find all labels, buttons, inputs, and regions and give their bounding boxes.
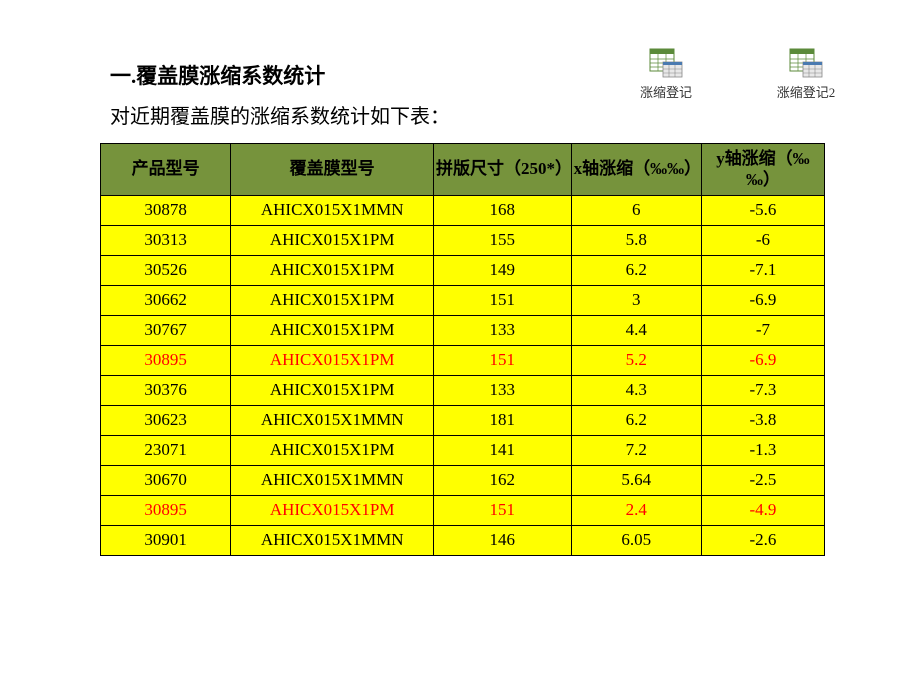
table-cell: -7.3: [701, 376, 824, 406]
table-cell: AHICX015X1PM: [231, 286, 434, 316]
table-cell: 6.2: [571, 256, 701, 286]
col-header-y: y轴涨缩（‰‰）: [701, 144, 824, 196]
table-cell: 5.64: [571, 466, 701, 496]
table-cell: 30526: [101, 256, 231, 286]
table-cell: 7.2: [571, 436, 701, 466]
table-cell: 3: [571, 286, 701, 316]
table-cell: AHICX015X1MMN: [231, 526, 434, 556]
table-cell: 6.05: [571, 526, 701, 556]
table-row: 30623AHICX015X1MMN1816.2-3.8: [101, 406, 825, 436]
table-cell: AHICX015X1PM: [231, 226, 434, 256]
table-cell: 181: [434, 406, 572, 436]
file-label: 涨缩登记: [640, 82, 692, 101]
excel-icon: [649, 48, 683, 78]
table-cell: 5.2: [571, 346, 701, 376]
table-cell: -6: [701, 226, 824, 256]
table-cell: 151: [434, 496, 572, 526]
table-row: 30670AHICX015X1MMN1625.64-2.5: [101, 466, 825, 496]
table-cell: AHICX015X1PM: [231, 256, 434, 286]
file-label: 涨缩登记2: [777, 82, 836, 101]
table-cell: -3.8: [701, 406, 824, 436]
table-cell: 149: [434, 256, 572, 286]
table-header-row: 产品型号 覆盖膜型号 拼版尺寸（250*） x轴涨缩（‰‰） y轴涨缩（‰‰）: [101, 144, 825, 196]
table-row: 30313AHICX015X1PM1555.8-6: [101, 226, 825, 256]
table-cell: AHICX015X1PM: [231, 436, 434, 466]
table-cell: 155: [434, 226, 572, 256]
table-cell: 151: [434, 346, 572, 376]
table-cell: 30313: [101, 226, 231, 256]
table-row: 30662AHICX015X1PM1513-6.9: [101, 286, 825, 316]
col-header-x: x轴涨缩（‰‰）: [571, 144, 701, 196]
table-row: 23071AHICX015X1PM1417.2-1.3: [101, 436, 825, 466]
table-cell: 4.3: [571, 376, 701, 406]
table-cell: 30670: [101, 466, 231, 496]
table-cell: 133: [434, 316, 572, 346]
table-cell: AHICX015X1MMN: [231, 406, 434, 436]
table-row: 30895AHICX015X1PM1515.2-6.9: [101, 346, 825, 376]
table-row: 30895AHICX015X1PM1512.4-4.9: [101, 496, 825, 526]
table-cell: 151: [434, 286, 572, 316]
table-row: 30878AHICX015X1MMN1686-5.6: [101, 196, 825, 226]
table-row: 30767AHICX015X1PM1334.4-7: [101, 316, 825, 346]
table-cell: -7: [701, 316, 824, 346]
table-cell: 162: [434, 466, 572, 496]
col-header-film: 覆盖膜型号: [231, 144, 434, 196]
table-cell: 5.8: [571, 226, 701, 256]
table-cell: 141: [434, 436, 572, 466]
col-header-product: 产品型号: [101, 144, 231, 196]
table-cell: 30895: [101, 346, 231, 376]
table-cell: -6.9: [701, 286, 824, 316]
col-header-size: 拼版尺寸（250*）: [434, 144, 572, 196]
table-cell: 30623: [101, 406, 231, 436]
table-cell: 4.4: [571, 316, 701, 346]
table-cell: 6: [571, 196, 701, 226]
table-cell: AHICX015X1MMN: [231, 196, 434, 226]
table-cell: 30662: [101, 286, 231, 316]
data-table: 产品型号 覆盖膜型号 拼版尺寸（250*） x轴涨缩（‰‰） y轴涨缩（‰‰） …: [100, 143, 825, 556]
table-cell: -6.9: [701, 346, 824, 376]
table-cell: 6.2: [571, 406, 701, 436]
page-subtitle: 对近期覆盖膜的涨缩系数统计如下表：: [110, 100, 920, 129]
table-cell: -1.3: [701, 436, 824, 466]
table-row: 30526AHICX015X1PM1496.2-7.1: [101, 256, 825, 286]
table-cell: 2.4: [571, 496, 701, 526]
table-cell: 30878: [101, 196, 231, 226]
table-cell: -2.6: [701, 526, 824, 556]
file-attachment-2[interactable]: 涨缩登记2: [772, 48, 840, 101]
file-icons-group: 涨缩登记 涨缩登记: [632, 48, 840, 101]
table-cell: -2.5: [701, 466, 824, 496]
table-cell: 23071: [101, 436, 231, 466]
table-cell: AHICX015X1PM: [231, 316, 434, 346]
table-row: 30901AHICX015X1MMN1466.05-2.6: [101, 526, 825, 556]
table-cell: 30901: [101, 526, 231, 556]
table-cell: 30376: [101, 376, 231, 406]
table-cell: AHICX015X1PM: [231, 496, 434, 526]
table-row: 30376AHICX015X1PM1334.3-7.3: [101, 376, 825, 406]
file-attachment-1[interactable]: 涨缩登记: [632, 48, 700, 101]
table-cell: 133: [434, 376, 572, 406]
table-cell: 146: [434, 526, 572, 556]
excel-icon: [789, 48, 823, 78]
table-cell: AHICX015X1PM: [231, 346, 434, 376]
table-cell: AHICX015X1PM: [231, 376, 434, 406]
table-cell: 30895: [101, 496, 231, 526]
table-cell: AHICX015X1MMN: [231, 466, 434, 496]
table-cell: 168: [434, 196, 572, 226]
table-cell: -5.6: [701, 196, 824, 226]
table-cell: -7.1: [701, 256, 824, 286]
table-cell: -4.9: [701, 496, 824, 526]
table-body: 30878AHICX015X1MMN1686-5.630313AHICX015X…: [101, 196, 825, 556]
table-cell: 30767: [101, 316, 231, 346]
